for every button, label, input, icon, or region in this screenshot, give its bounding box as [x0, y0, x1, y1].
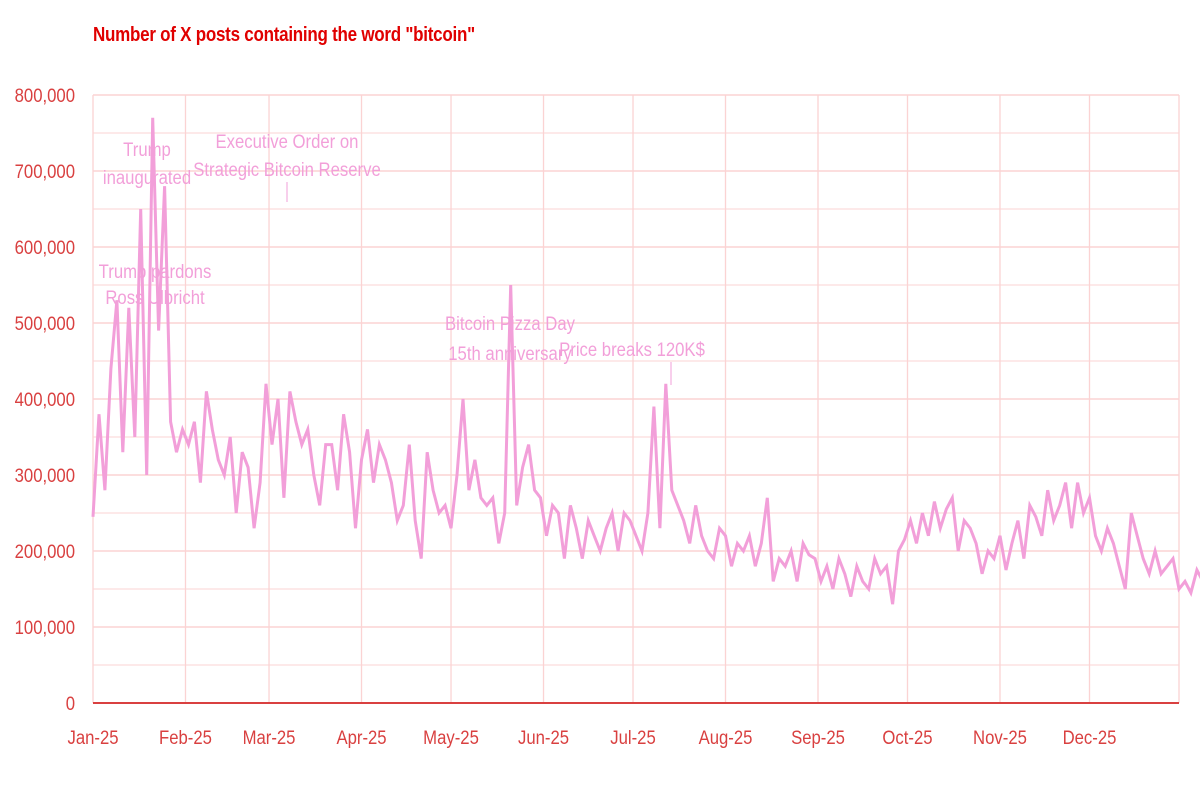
- y-tick-label: 300,000: [15, 465, 75, 486]
- series-line: [91, 117, 1200, 605]
- annotation-label: Price breaks 120K$: [559, 339, 705, 360]
- annotation-label: Strategic Bitcoin Reserve: [193, 159, 381, 180]
- x-tick-label: Jan-25: [67, 727, 118, 748]
- y-tick-label: 400,000: [15, 389, 75, 410]
- y-tick-label: 0: [66, 693, 75, 714]
- y-tick-label: 800,000: [15, 85, 75, 106]
- annotation-label: Ross Ulbricht: [105, 287, 204, 308]
- x-tick-label: Apr-25: [336, 727, 386, 748]
- x-tick-label: Sep-25: [791, 727, 845, 748]
- annotation-label: Bitcoin Pizza Day: [445, 313, 575, 334]
- annotation-label: Executive Order on: [216, 131, 359, 152]
- y-tick-label: 100,000: [15, 617, 75, 638]
- x-tick-label: Dec-25: [1063, 727, 1117, 748]
- y-tick-label: 200,000: [15, 541, 75, 562]
- annotation-label: 15th anniversary: [448, 343, 572, 364]
- x-axis-ticks: Jan-25 Feb-25 Mar-25 Apr-25 May-25 Jun-25 Jul-…: [67, 727, 1116, 748]
- annotations-group: Trump inaugurated Trump pardons Ross Ulbric…: [99, 131, 705, 385]
- x-tick-label: May-25: [423, 727, 479, 748]
- x-tick-label: Feb-25: [159, 727, 212, 748]
- chart-title: Number of X posts containing the word "b…: [93, 24, 475, 46]
- x-tick-label: Jul-25: [610, 727, 656, 748]
- annotation-label: Trump pardons: [99, 261, 212, 282]
- y-tick-label: 500,000: [15, 313, 75, 334]
- x-tick-label: Aug-25: [699, 727, 753, 748]
- x-tick-label: Mar-25: [243, 727, 296, 748]
- annotation-label: Trump: [123, 139, 171, 160]
- annotation-label: inaugurated: [103, 167, 191, 188]
- grid-lines: [92, 94, 1180, 704]
- y-tick-label: 700,000: [15, 161, 75, 182]
- x-tick-label: Jun-25: [518, 727, 569, 748]
- y-tick-label: 600,000: [15, 237, 75, 258]
- x-tick-label: Nov-25: [973, 727, 1027, 748]
- x-tick-label: Oct-25: [882, 727, 932, 748]
- series-group: [91, 117, 1200, 605]
- y-axis-ticks: 0 100,000 200,000 300,000 400,000 500,000 600,…: [15, 85, 75, 714]
